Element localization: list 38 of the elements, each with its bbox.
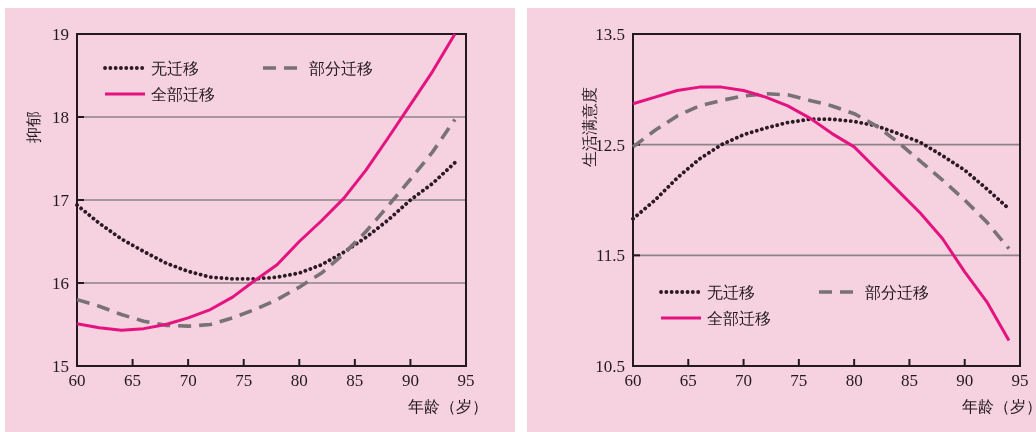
y-tick-label: 17: [52, 191, 70, 210]
y-tick-label: 10.5: [595, 357, 625, 376]
x-tick-label: 95: [1011, 371, 1029, 390]
x-tick-label: 80: [845, 371, 863, 390]
x-tick-label: 90: [956, 371, 974, 390]
y-tick-label: 11.5: [595, 246, 625, 266]
x-tick-label: 65: [124, 371, 142, 390]
line-series: [75, 32, 457, 332]
y-tick-label: 19: [52, 25, 69, 44]
y-axis-title: 抑郁: [25, 110, 42, 143]
x-tick-label: 90: [401, 371, 419, 390]
x-tick-label: 95: [457, 371, 475, 390]
legend-label: 无迁移: [707, 284, 755, 301]
line-series: [75, 117, 457, 328]
legend-label: 部分迁移: [865, 284, 929, 301]
legend-label: 无迁移: [151, 60, 199, 77]
x-tick-label: 60: [68, 371, 86, 390]
y-tick-label: 18: [52, 108, 69, 127]
legend-label: 全部迁移: [151, 86, 215, 103]
x-tick-label: 75: [790, 371, 808, 390]
line-series: [631, 85, 1011, 343]
line-series: [631, 91, 1011, 251]
y-axis-title: 生活满意度: [581, 86, 598, 167]
x-tick-label: 70: [179, 371, 197, 390]
x-tick-label: 65: [679, 371, 697, 390]
x-tick-label: 60: [624, 371, 642, 390]
legend-label: 部分迁移: [309, 60, 373, 77]
y-tick-label: 13.5: [595, 25, 625, 44]
x-tick-label: 85: [900, 371, 918, 390]
x-tick-label: 75: [235, 371, 253, 390]
legend-label: 全部迁移: [707, 310, 771, 327]
x-tick-label: 80: [290, 371, 308, 390]
x-tick-label: 70: [735, 371, 753, 390]
x-axis-title: 年龄（岁）: [408, 398, 488, 415]
y-tick-label: 16: [52, 274, 69, 293]
y-tick-label: 15: [52, 357, 69, 376]
x-axis-title: 年龄（岁）: [962, 398, 1036, 415]
x-tick-label: 85: [346, 371, 364, 390]
